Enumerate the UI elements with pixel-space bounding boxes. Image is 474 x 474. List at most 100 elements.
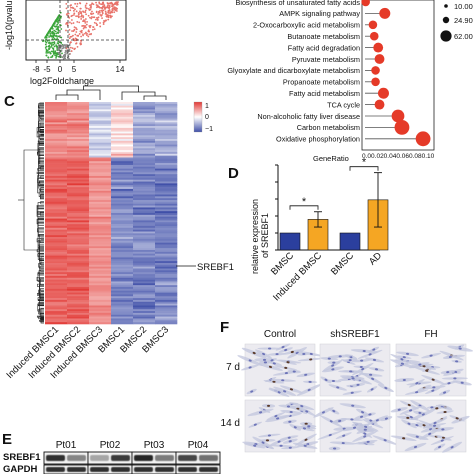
heatmap-cell xyxy=(111,251,134,254)
heatmap-cell xyxy=(67,262,90,266)
heatmap-cell xyxy=(111,144,134,147)
heatmap-cell xyxy=(67,322,90,325)
dendro-branch xyxy=(39,319,44,322)
heatmap-cell xyxy=(89,261,112,264)
heatmap-cell xyxy=(133,159,156,162)
heatmap-cell xyxy=(133,224,156,227)
heatmap-cell xyxy=(111,153,134,156)
heatmap-cell xyxy=(67,155,90,158)
dendro-branch xyxy=(38,135,44,140)
heatmap-cell xyxy=(89,235,112,238)
dendro-branch xyxy=(37,222,44,226)
cell-nucleus xyxy=(363,428,367,431)
volcano-point-ns xyxy=(62,47,64,50)
volcano-point-down xyxy=(60,15,63,18)
volcano-point-down xyxy=(48,41,51,44)
volcano-point-down xyxy=(45,48,48,51)
volcano-point-up xyxy=(85,13,87,16)
heatmap-cell xyxy=(155,146,178,149)
heatmap-cell xyxy=(89,244,112,247)
heatmap-cell xyxy=(89,299,112,303)
heatmap-cell xyxy=(67,161,90,164)
heatmap-cell xyxy=(155,187,178,190)
enrichment-pathway-label: Oxidative phosphorylation xyxy=(276,135,360,144)
heatmap-cell xyxy=(89,188,112,192)
heatmap-cell xyxy=(89,105,112,108)
heatmap-cell xyxy=(133,316,156,319)
enrichment-pathway-label: Fatty acid degradation xyxy=(288,43,360,52)
volcano-point-up xyxy=(107,16,110,19)
heatmap-cell xyxy=(89,257,112,260)
volcano-point-up xyxy=(65,29,67,32)
heatmap-cell xyxy=(133,105,156,108)
heatmap-cell xyxy=(111,114,134,118)
enrichment-legend: 10.00 24.90 62.00 xyxy=(440,2,473,42)
dendro-branch xyxy=(38,244,44,248)
volcano-point-down xyxy=(57,35,60,38)
cell-nucleus xyxy=(292,370,296,373)
heatmap-cell xyxy=(89,196,112,199)
heatmap-cell xyxy=(155,251,178,254)
volcano-point-up xyxy=(68,16,71,19)
volcano-point-up xyxy=(107,2,109,5)
volcano-point-up xyxy=(74,47,76,50)
heatmap-cell xyxy=(89,174,112,177)
dendro-branch xyxy=(38,217,44,221)
volcano-point-up xyxy=(114,6,116,9)
heatmap-cell xyxy=(155,290,178,293)
heatmap-cell xyxy=(45,151,68,155)
heatmap-cell xyxy=(133,201,156,205)
heatmap-cell xyxy=(67,274,90,277)
cell-nucleus xyxy=(422,424,426,427)
heatmap-cell xyxy=(45,244,68,247)
heatmap-cell xyxy=(155,285,178,288)
cell-nucleus xyxy=(259,411,263,414)
volcano-point-up xyxy=(106,15,108,18)
heatmap-cell xyxy=(111,288,134,291)
heatmap-cell xyxy=(133,312,156,316)
heatmap-cell xyxy=(89,172,112,175)
legend-size-label: 10.00 xyxy=(454,2,473,11)
heatmap-cell xyxy=(45,307,68,310)
heatmap-cell xyxy=(45,264,68,267)
heatmap-cell xyxy=(89,144,112,147)
heatmap-cell xyxy=(111,201,134,205)
heatmap-cell xyxy=(89,109,112,112)
heatmap-cell xyxy=(89,322,112,325)
heatmap-cell xyxy=(45,274,68,277)
volcano-point-up xyxy=(69,21,71,24)
heatmap-cell xyxy=(111,185,134,188)
cell-nucleus xyxy=(351,377,355,380)
heatmap-cell xyxy=(45,209,68,212)
heatmap-cell xyxy=(111,129,134,132)
heatmap-cell xyxy=(67,290,90,293)
volcano-point-down xyxy=(52,24,55,26)
volcano-point-ns xyxy=(57,46,60,49)
cell-nucleus xyxy=(268,347,272,350)
heatmap-cell xyxy=(133,157,156,160)
dendro-branch xyxy=(39,102,44,106)
heatmap-cell xyxy=(45,194,68,197)
heatmap-cell xyxy=(89,114,112,118)
heatmap-cell xyxy=(45,127,68,131)
blot-band-gapdh xyxy=(46,467,65,472)
volcano-point-up xyxy=(86,20,88,23)
heatmap-cell xyxy=(155,129,178,132)
heatmap-cell xyxy=(133,259,156,262)
heatmap-cell xyxy=(45,231,68,234)
heatmap-cell xyxy=(67,287,90,290)
heatmap-cell xyxy=(67,268,90,271)
cell-nucleus xyxy=(279,444,283,447)
cell-nucleus xyxy=(262,352,266,356)
heatmap-cell xyxy=(111,316,134,319)
volcano-point-down xyxy=(49,52,52,55)
heatmap-cell xyxy=(133,235,156,238)
heatmap-cell xyxy=(133,200,156,203)
volcano-point-up xyxy=(91,28,94,31)
volcano-point-down xyxy=(55,44,57,47)
heatmap-cell xyxy=(111,318,134,321)
heatmap-cell xyxy=(89,224,112,227)
heatmap-cell xyxy=(155,209,178,212)
heatmap-cell xyxy=(133,102,156,105)
heatmap-cell xyxy=(67,139,90,142)
